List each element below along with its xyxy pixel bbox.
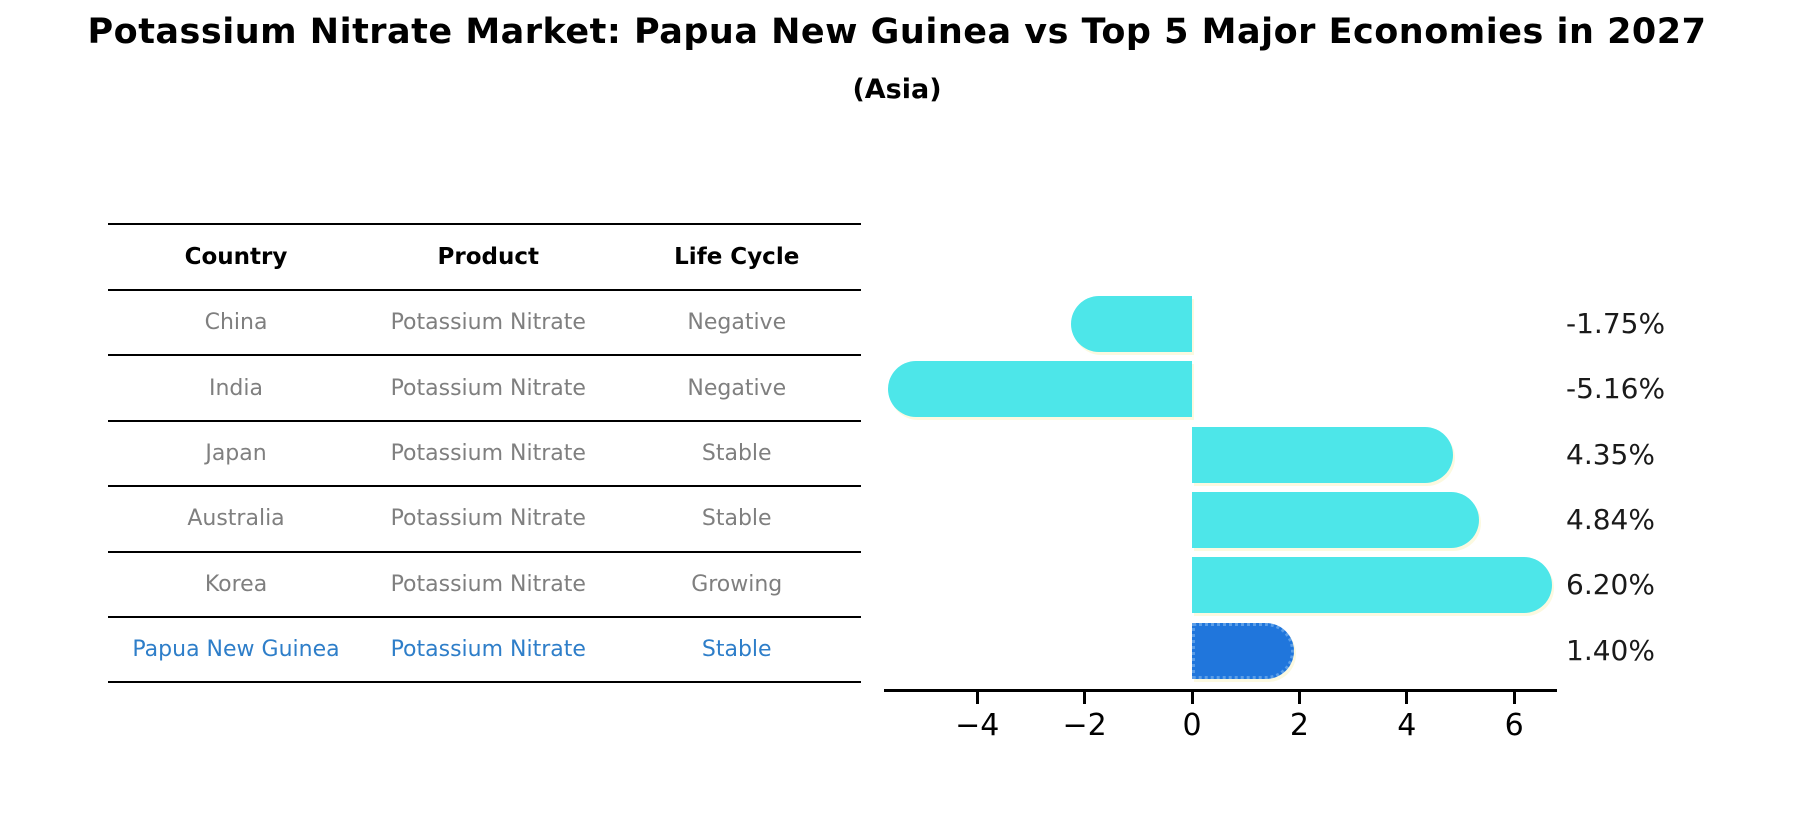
cell-life_cycle-china: Negative — [687, 310, 787, 336]
cell-product-japan: Potassium Nitrate — [390, 440, 586, 466]
bar-australia — [1192, 491, 1479, 548]
x-tick-label-6: 6 — [1504, 708, 1524, 743]
cell-life_cycle-india: Negative — [687, 375, 787, 401]
bar-china — [1071, 295, 1192, 352]
value-label-japan: 4.35% — [1566, 437, 1655, 471]
x-tick-mark--4 — [975, 691, 979, 704]
bar-india — [887, 361, 1192, 418]
x-tick-label-4: 4 — [1397, 708, 1417, 743]
table-row-japan: Japan Potassium Nitrate Stable — [108, 422, 861, 488]
table-row-papua-new-guinea: Papua New Guinea Potassium Nitrate Stable — [108, 618, 861, 684]
table-row-australia: Australia Potassium Nitrate Stable — [108, 487, 861, 553]
x-tick-label--4: −4 — [955, 708, 1000, 743]
x-tick-label--2: −2 — [1062, 708, 1107, 743]
value-label-korea: 6.20% — [1566, 568, 1655, 602]
x-tick-mark-6 — [1512, 691, 1516, 704]
cell-life_cycle-korea: Growing — [691, 571, 783, 597]
cell-country-papua-new-guinea: Papua New Guinea — [132, 637, 340, 663]
value-label-china: -1.75% — [1566, 306, 1666, 340]
cell-country-japan: Japan — [205, 440, 267, 466]
x-tick-mark-0 — [1190, 691, 1194, 704]
cell-product-india: Potassium Nitrate — [390, 375, 586, 401]
cell-country-australia: Australia — [187, 506, 285, 532]
column-header-country: Country — [184, 244, 288, 270]
x-axis-line — [883, 689, 1558, 692]
value-label-australia: 4.84% — [1566, 502, 1655, 536]
cell-life_cycle-japan: Stable — [701, 440, 772, 466]
x-tick-label-0: 0 — [1182, 708, 1202, 743]
bar-japan — [1192, 426, 1453, 483]
cell-product-china: Potassium Nitrate — [390, 310, 586, 336]
table-row-india: India Potassium Nitrate Negative — [108, 356, 861, 422]
country-table: Country Product Life Cycle China Potassium … — [108, 223, 861, 684]
cell-country-china: China — [204, 310, 268, 336]
bar-papua-new-guinea — [1192, 622, 1295, 679]
chart-subtitle: (Asia) — [852, 74, 942, 105]
x-tick-mark-4 — [1405, 691, 1409, 704]
value-label-india: -5.16% — [1566, 372, 1666, 406]
bar-korea — [1192, 557, 1552, 614]
cell-product-australia: Potassium Nitrate — [390, 506, 586, 532]
cell-product-korea: Potassium Nitrate — [390, 571, 586, 597]
x-tick-mark--2 — [1083, 691, 1087, 704]
cell-life_cycle-australia: Stable — [701, 506, 772, 532]
x-tick-mark-2 — [1297, 691, 1301, 704]
x-tick-label-2: 2 — [1289, 708, 1309, 743]
cell-country-korea: Korea — [204, 571, 268, 597]
column-header-product: Product — [437, 244, 539, 270]
cell-life_cycle-papua-new-guinea: Stable — [701, 637, 772, 663]
table-header-row: Country Product Life Cycle — [108, 225, 861, 291]
value-label-papua-new-guinea: 1.40% — [1566, 633, 1655, 667]
cell-product-papua-new-guinea: Potassium Nitrate — [390, 637, 586, 663]
cell-country-india: India — [209, 375, 263, 401]
table-row-korea: Korea Potassium Nitrate Growing — [108, 553, 861, 618]
table-row-china: China Potassium Nitrate Negative — [108, 291, 861, 357]
column-header-life-cycle: Life Cycle — [674, 244, 800, 270]
chart-title: Potassium Nitrate Market: Papua New Guin… — [87, 12, 1707, 52]
table-body: China Potassium Nitrate Negative India Potas… — [108, 291, 861, 684]
